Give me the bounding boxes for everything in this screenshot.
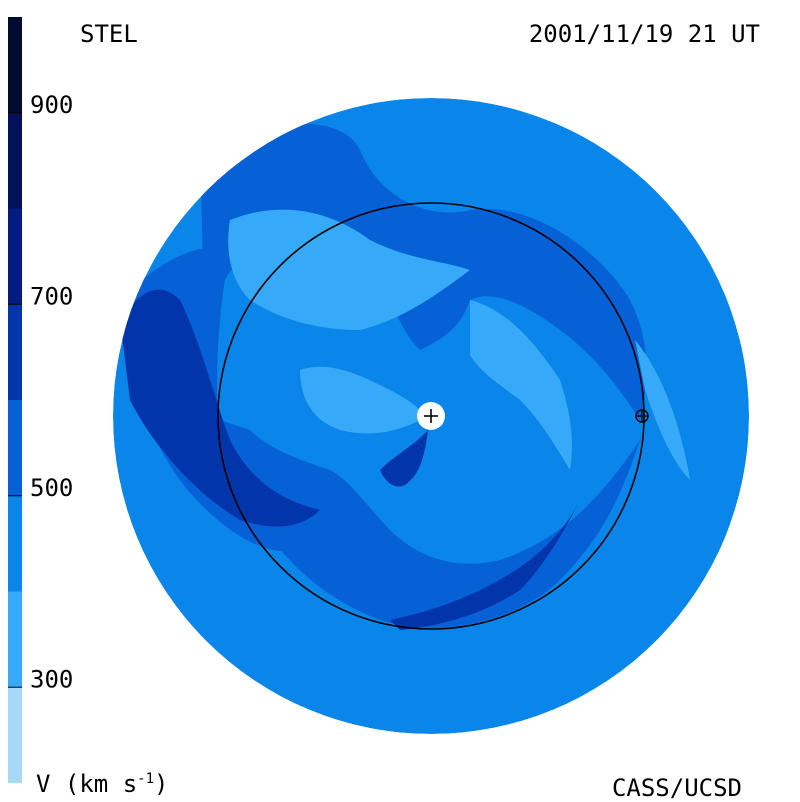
region-600-700-lower [390,500,580,630]
colorbar-tick-label-2: 700 [30,282,73,310]
colorbar-band-0 [8,687,22,783]
credit-label: CASS/UCSD [611,774,742,802]
region-600-700-inner [380,430,428,487]
region-300-400-right [635,340,690,480]
colorbar-band-7 [8,17,22,113]
colorbar-band-2 [8,495,22,592]
earth-marker [635,409,649,423]
colorbar-unit-label: V (km s-1) [36,770,169,798]
colorbar-band-5 [8,208,22,305]
region-300-400-center [300,366,428,434]
colorbar-tick-label-3: 900 [30,91,73,119]
region-600-700-left [120,289,320,527]
colorbar-tick-label-1: 500 [30,474,73,502]
date-label: 2001/11/19 21 UT [528,20,760,48]
region-500-600-lower [220,420,640,628]
colorbar-band-3 [8,400,22,496]
source-label: STEL [80,20,138,48]
colorbar-tick-label-0: 300 [30,665,73,693]
region-300-400-upper [228,209,470,330]
region-400-500-outer [360,106,748,725]
colorbar-band-1 [8,591,22,688]
sun-marker [417,402,445,430]
region-300-400-arc [470,300,572,470]
colorbar-band-4 [8,304,22,400]
colorbar-band-6 [8,112,22,209]
colorbar: 300 500 700 900 [8,17,73,783]
